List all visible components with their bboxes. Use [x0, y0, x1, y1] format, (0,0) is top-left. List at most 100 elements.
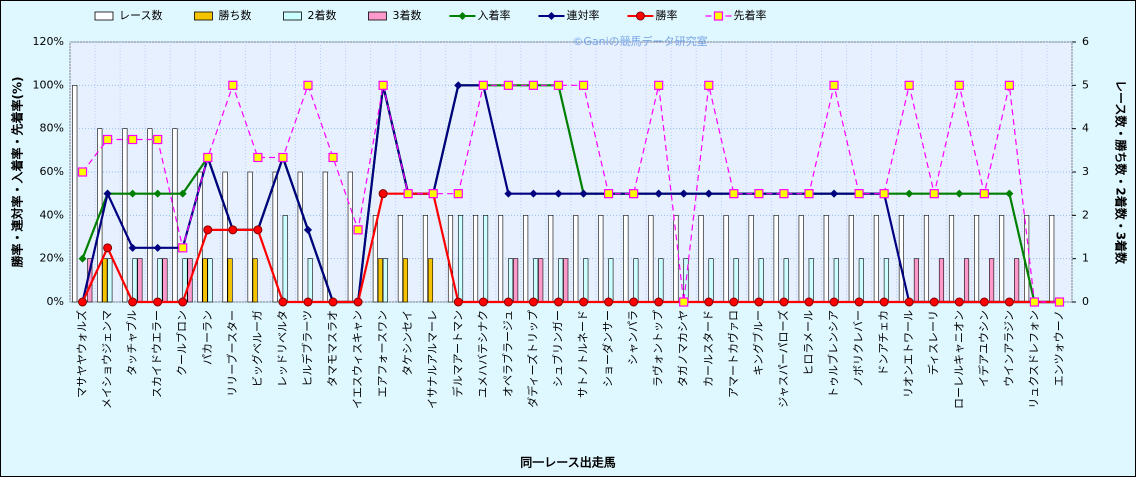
marker [153, 134, 163, 145]
bar [773, 215, 779, 303]
bar [252, 258, 258, 303]
bar [658, 258, 664, 303]
bar [1014, 258, 1020, 303]
marker [253, 225, 263, 235]
x-tick-label: スカイドウエラー [151, 310, 164, 398]
marker [804, 297, 814, 307]
bar [758, 258, 764, 303]
x-tick-label: ヒロラメール [802, 310, 815, 376]
x-tick-label: カールスタード [702, 310, 715, 387]
bar [132, 258, 138, 303]
marker [729, 189, 739, 199]
marker [929, 189, 939, 199]
legend-marker [713, 11, 724, 21]
marker [128, 297, 138, 307]
marker [478, 297, 488, 307]
bar [733, 258, 739, 303]
marker [128, 189, 137, 198]
bar [347, 171, 353, 303]
marker [830, 189, 839, 198]
x-tick-label: タマモマスラオ [326, 310, 339, 387]
bar [513, 258, 519, 303]
marker [478, 80, 488, 90]
bar [974, 215, 980, 303]
marker [1004, 80, 1014, 90]
marker [153, 297, 163, 307]
marker [729, 297, 739, 307]
bar [162, 258, 168, 303]
marker [954, 80, 964, 90]
marker [879, 189, 889, 199]
bar [498, 215, 504, 303]
x-tick-label: クールブロン [175, 310, 189, 376]
bar [999, 215, 1005, 303]
bar [427, 258, 434, 303]
bar [483, 215, 489, 303]
x-tick-label: ジャスパーパローズ [776, 310, 790, 408]
marker [603, 189, 614, 199]
marker [529, 189, 538, 198]
bar [307, 258, 313, 303]
bar [708, 258, 714, 303]
bar [272, 171, 278, 303]
y-tick-label: 0% [47, 295, 64, 308]
y2-tick-label: 2 [1082, 208, 1089, 221]
x-tick-label: タッチャブル [125, 310, 139, 376]
y2-tick-label: 0 [1082, 295, 1089, 308]
bar [372, 215, 378, 303]
marker [654, 297, 664, 307]
y-axis-title: 勝率・連対率・入着率・先着率(%) [10, 77, 25, 268]
x-tick-label: エアフォースワン [376, 310, 389, 397]
marker [553, 297, 563, 307]
y-tick-label: 80% [40, 122, 64, 135]
x-tick-label: タガノマカシヤ [677, 310, 690, 387]
marker [403, 189, 413, 199]
marker [604, 297, 614, 307]
marker [303, 297, 313, 307]
bar [808, 258, 814, 303]
bar [798, 215, 804, 303]
marker [103, 189, 112, 198]
marker [253, 152, 263, 163]
x-tick-label: ショーダンサー [601, 310, 615, 387]
legend-swatch [283, 11, 302, 21]
marker [704, 189, 713, 198]
bar [723, 215, 729, 303]
marker [203, 225, 213, 235]
marker [579, 189, 588, 198]
x-tick-label: オペラブラージュ [500, 310, 514, 397]
bar [1049, 215, 1055, 303]
bar [473, 215, 479, 303]
x-tick-label: パカーラン [201, 310, 214, 365]
bar [833, 258, 839, 303]
bar [397, 215, 403, 303]
marker [854, 189, 864, 199]
marker [504, 189, 513, 198]
x-tick-label: アマートカヴァロ [726, 310, 740, 398]
bar [147, 128, 153, 303]
marker [554, 189, 563, 198]
bar [548, 215, 554, 303]
marker [503, 297, 513, 307]
marker [503, 80, 513, 90]
marker [278, 152, 288, 163]
bar [222, 171, 228, 303]
marker [829, 297, 839, 307]
legend-label: 勝ち数 [218, 8, 251, 22]
bar [538, 258, 544, 303]
marker [904, 80, 914, 90]
x-tick-label: シュブリンガー [550, 310, 564, 387]
legend-marker [458, 12, 467, 20]
legend-label: 2着数 [307, 8, 336, 22]
marker [654, 189, 663, 198]
legend-marker [635, 11, 645, 21]
x-tick-label: ビッグベルーガ [250, 310, 264, 387]
marker [979, 189, 989, 199]
marker [1054, 297, 1065, 307]
bar [282, 215, 288, 303]
marker [428, 189, 438, 199]
bar [402, 258, 408, 303]
x-tick-label: イデアユウシン [976, 310, 990, 387]
bar [938, 258, 945, 303]
